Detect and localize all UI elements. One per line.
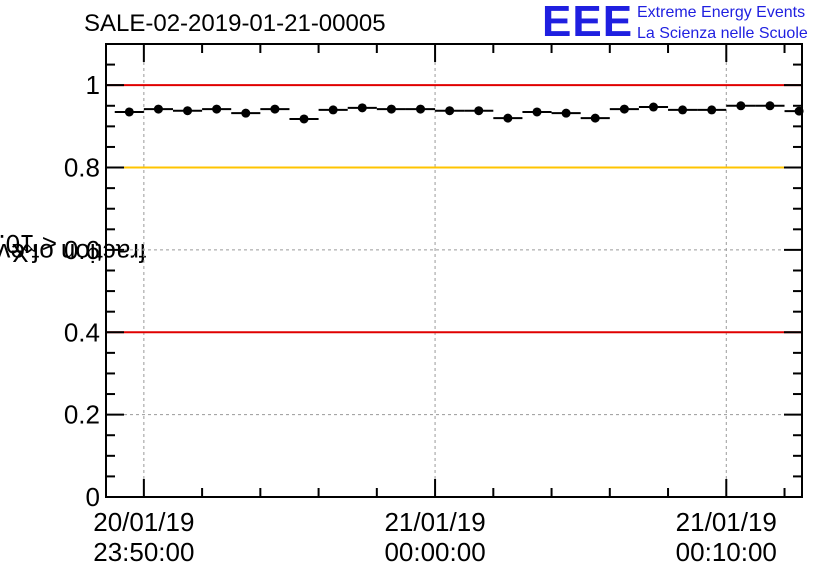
plot-frame	[105, 43, 803, 498]
data-point	[143, 104, 173, 114]
data-point	[114, 107, 144, 117]
data-point	[638, 102, 669, 112]
data-point-marker	[503, 113, 513, 123]
x-tick-time-label: 00:00:00	[384, 537, 485, 567]
y-tick-label: 0.6	[64, 235, 100, 265]
y-tick-label: 0.8	[64, 153, 100, 183]
reference-lines-layer	[106, 84, 802, 334]
data-point-marker	[328, 105, 338, 115]
data-point	[289, 114, 319, 124]
data-point	[260, 104, 290, 114]
data-point-marker	[212, 104, 222, 114]
y-tick-label: 1	[86, 70, 100, 100]
data-point-marker	[153, 104, 163, 114]
data-point-marker	[648, 102, 658, 112]
data-point	[435, 106, 465, 116]
data-point-marker	[386, 104, 396, 114]
data-point	[405, 104, 436, 114]
data-point-marker	[590, 113, 600, 123]
data-point	[202, 104, 232, 114]
data-point	[784, 106, 804, 116]
y-tick-label: 0.2	[64, 400, 100, 430]
data-point-marker	[474, 106, 484, 116]
x-tick-time-label: 00:10:00	[676, 537, 777, 567]
data-point-marker	[736, 101, 746, 111]
data-point	[493, 113, 523, 123]
data-point-marker	[445, 106, 455, 116]
eee-logo: EEE	[542, 0, 634, 46]
data-point	[755, 101, 785, 111]
data-point-marker	[416, 104, 426, 114]
x-tick-date-label: 21/01/19	[384, 507, 485, 537]
logo-line-2: La Scienza nelle Scuole	[637, 25, 808, 42]
x-tick-date-label: 21/01/19	[676, 507, 777, 537]
data-point-marker	[794, 106, 804, 116]
ticks-layer	[106, 44, 802, 498]
x-tick-time-label: 23:50:00	[93, 537, 194, 567]
logo-line-1: Extreme Energy Events	[637, 4, 806, 21]
data-point-marker	[124, 107, 134, 117]
grid-layer	[106, 44, 802, 497]
data-point	[697, 105, 727, 115]
data-point-marker	[678, 105, 688, 115]
data-point	[318, 105, 348, 115]
data-point	[347, 103, 377, 113]
data-point	[580, 113, 610, 123]
data-point	[726, 101, 756, 111]
data-point	[464, 106, 494, 116]
data-point	[231, 108, 261, 118]
data-point-marker	[765, 101, 775, 111]
data-point-marker	[270, 104, 280, 114]
data-point-marker	[241, 108, 251, 118]
data-point-marker	[619, 104, 629, 114]
data-point	[172, 106, 203, 116]
data-point-marker	[183, 106, 193, 116]
data-point	[668, 105, 698, 115]
data-point	[376, 104, 406, 114]
data-point-marker	[299, 114, 309, 124]
chart-title: SALE-02-2019-01-21-00005	[84, 10, 386, 37]
data-point	[522, 107, 552, 117]
data-point-marker	[357, 103, 367, 113]
labels-layer: 00.20.40.60.8120/01/1923:50:0021/01/1900…	[64, 70, 777, 567]
data-point-marker	[561, 108, 571, 118]
y-tick-label: 0.4	[64, 317, 100, 347]
y-tick-label: 0	[86, 482, 100, 512]
points-layer	[114, 101, 804, 124]
x-tick-date-label: 20/01/19	[93, 507, 194, 537]
data-point	[551, 108, 581, 118]
data-point-marker	[707, 105, 717, 115]
data-point-marker	[532, 107, 542, 117]
data-point	[609, 104, 639, 114]
